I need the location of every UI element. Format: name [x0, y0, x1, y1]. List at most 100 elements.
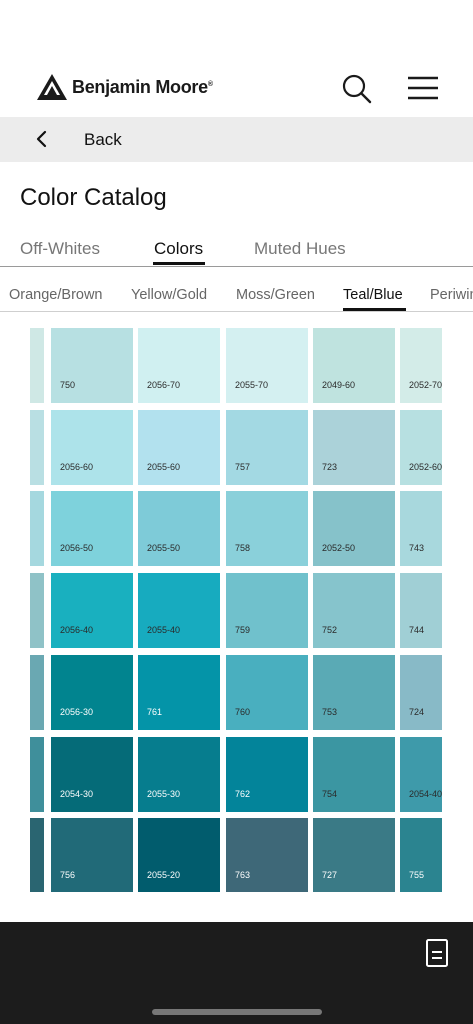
- swatch-grid: 750 2056-70 2055-70 2049-60 2052-70 2056-60 20…: [0, 328, 443, 892]
- color-swatch[interactable]: 758: [226, 491, 308, 566]
- color-swatch[interactable]: 752: [313, 573, 395, 648]
- color-swatch[interactable]: 744: [400, 573, 442, 648]
- swatch-code: 759: [235, 625, 251, 635]
- color-swatch[interactable]: 727: [313, 818, 395, 892]
- swatch-code: 761: [147, 707, 163, 717]
- tab-muted-hues[interactable]: Muted Hues: [254, 239, 346, 258]
- swatch-code: 2056-50: [60, 543, 94, 553]
- swatch-code: 758: [235, 543, 251, 553]
- swatch-partial[interactable]: [30, 573, 44, 648]
- color-swatch[interactable]: 763: [226, 818, 308, 892]
- color-swatch[interactable]: 723: [313, 410, 395, 485]
- active-tab-indicator: [153, 262, 205, 265]
- home-indicator: [152, 1009, 322, 1015]
- tab-off-whites[interactable]: Off-Whites: [20, 239, 100, 258]
- swatch-partial[interactable]: [30, 328, 44, 403]
- swatch-code: 743: [409, 543, 425, 553]
- swatch-partial[interactable]: [30, 655, 44, 730]
- color-swatch[interactable]: 2055-50: [138, 491, 220, 566]
- back-button-label[interactable]: Back: [84, 130, 122, 149]
- color-swatch[interactable]: 2055-70: [226, 328, 308, 403]
- color-swatch[interactable]: 759: [226, 573, 308, 648]
- swatch-code: 2055-30: [147, 789, 181, 799]
- swatch-partial[interactable]: [30, 491, 44, 566]
- tab-colors[interactable]: Colors: [154, 239, 204, 258]
- color-family-tabs: Orange/Brown Yellow/Gold Moss/Green Teal…: [0, 283, 473, 312]
- swatch-code: 2055-70: [235, 380, 269, 390]
- color-swatch[interactable]: 724: [400, 655, 442, 730]
- swatch-code: 2056-70: [147, 380, 181, 390]
- swatch-partial[interactable]: [30, 737, 44, 812]
- color-swatch[interactable]: 2052-70: [400, 328, 442, 403]
- color-swatch[interactable]: 2056-60: [51, 410, 133, 485]
- swatch-code: 2054-40: [409, 789, 443, 799]
- color-swatch[interactable]: 761: [138, 655, 220, 730]
- swatch-code: 2049-60: [322, 380, 356, 390]
- search-icon[interactable]: [340, 72, 374, 106]
- hamburger-menu-icon[interactable]: [406, 75, 440, 101]
- swatch-code: 2056-60: [60, 462, 94, 472]
- subtab-periwinkle[interactable]: Periwin: [430, 287, 473, 303]
- color-swatch[interactable]: 757: [226, 410, 308, 485]
- swatch-code: 760: [235, 707, 251, 717]
- color-swatch[interactable]: 2055-60: [138, 410, 220, 485]
- swatch-code: 755: [409, 870, 425, 880]
- swatch-code: 2055-40: [147, 625, 181, 635]
- color-swatch[interactable]: 754: [313, 737, 395, 812]
- swatch-code: 2052-60: [409, 462, 443, 472]
- brand-name-text: Benjamin Moore: [72, 76, 208, 97]
- swatch-code: 2056-40: [60, 625, 94, 635]
- color-swatch[interactable]: 750: [51, 328, 133, 403]
- swatch-code: 752: [322, 625, 338, 635]
- subtab-orange-brown[interactable]: Orange/Brown: [9, 287, 103, 303]
- document-icon[interactable]: [424, 938, 450, 968]
- back-bar[interactable]: Back: [0, 117, 473, 162]
- color-swatch[interactable]: 760: [226, 655, 308, 730]
- swatch-code: 754: [322, 789, 338, 799]
- brand-name: Benjamin Moore®: [72, 77, 213, 98]
- color-swatch[interactable]: 2056-30: [51, 655, 133, 730]
- color-swatch[interactable]: 743: [400, 491, 442, 566]
- color-swatch[interactable]: 2055-40: [138, 573, 220, 648]
- swatch-code: 2055-20: [147, 870, 181, 880]
- swatch-code: 2052-70: [409, 380, 443, 390]
- app-header: Benjamin Moore®: [0, 60, 473, 117]
- color-swatch[interactable]: 2054-40: [400, 737, 442, 812]
- swatch-code: 2054-30: [60, 789, 94, 799]
- swatch-code: 753: [322, 707, 338, 717]
- swatch-code: 727: [322, 870, 338, 880]
- swatch-code: 763: [235, 870, 251, 880]
- color-swatch[interactable]: 755: [400, 818, 442, 892]
- swatch-partial[interactable]: [30, 410, 44, 485]
- swatch-code: 750: [60, 380, 76, 390]
- swatch-code: 2052-50: [322, 543, 356, 553]
- swatch-code: 757: [235, 462, 251, 472]
- color-swatch[interactable]: 756: [51, 818, 133, 892]
- color-swatch[interactable]: 2055-20: [138, 818, 220, 892]
- color-swatch[interactable]: 2056-70: [138, 328, 220, 403]
- subtab-yellow-gold[interactable]: Yellow/Gold: [131, 287, 208, 303]
- color-swatch[interactable]: 2049-60: [313, 328, 395, 403]
- mountain-logo-icon: [37, 74, 67, 100]
- swatch-partial[interactable]: [30, 818, 44, 892]
- color-swatch[interactable]: 2055-30: [138, 737, 220, 812]
- color-swatch[interactable]: 2056-50: [51, 491, 133, 566]
- category-tabs: Off-Whites Colors Muted Hues: [0, 236, 473, 267]
- color-swatch[interactable]: 2054-30: [51, 737, 133, 812]
- subtab-teal-blue[interactable]: Teal/Blue: [343, 287, 403, 303]
- color-swatch[interactable]: 2052-50: [313, 491, 395, 566]
- swatch-code: 2056-30: [60, 707, 94, 717]
- color-swatch[interactable]: 2052-60: [400, 410, 442, 485]
- subtab-moss-green[interactable]: Moss/Green: [236, 287, 315, 303]
- swatch-code: 723: [322, 462, 338, 472]
- registered-mark: ®: [207, 80, 213, 88]
- swatch-code: 762: [235, 789, 251, 799]
- color-swatch[interactable]: 762: [226, 737, 308, 812]
- bottom-bar: [0, 922, 473, 1024]
- color-swatch[interactable]: 753: [313, 655, 395, 730]
- swatch-code: 2055-50: [147, 543, 181, 553]
- color-swatch[interactable]: 2056-40: [51, 573, 133, 648]
- brand-logo[interactable]: Benjamin Moore®: [36, 73, 213, 101]
- swatch-code: 724: [409, 707, 425, 717]
- active-subtab-indicator: [343, 308, 406, 311]
